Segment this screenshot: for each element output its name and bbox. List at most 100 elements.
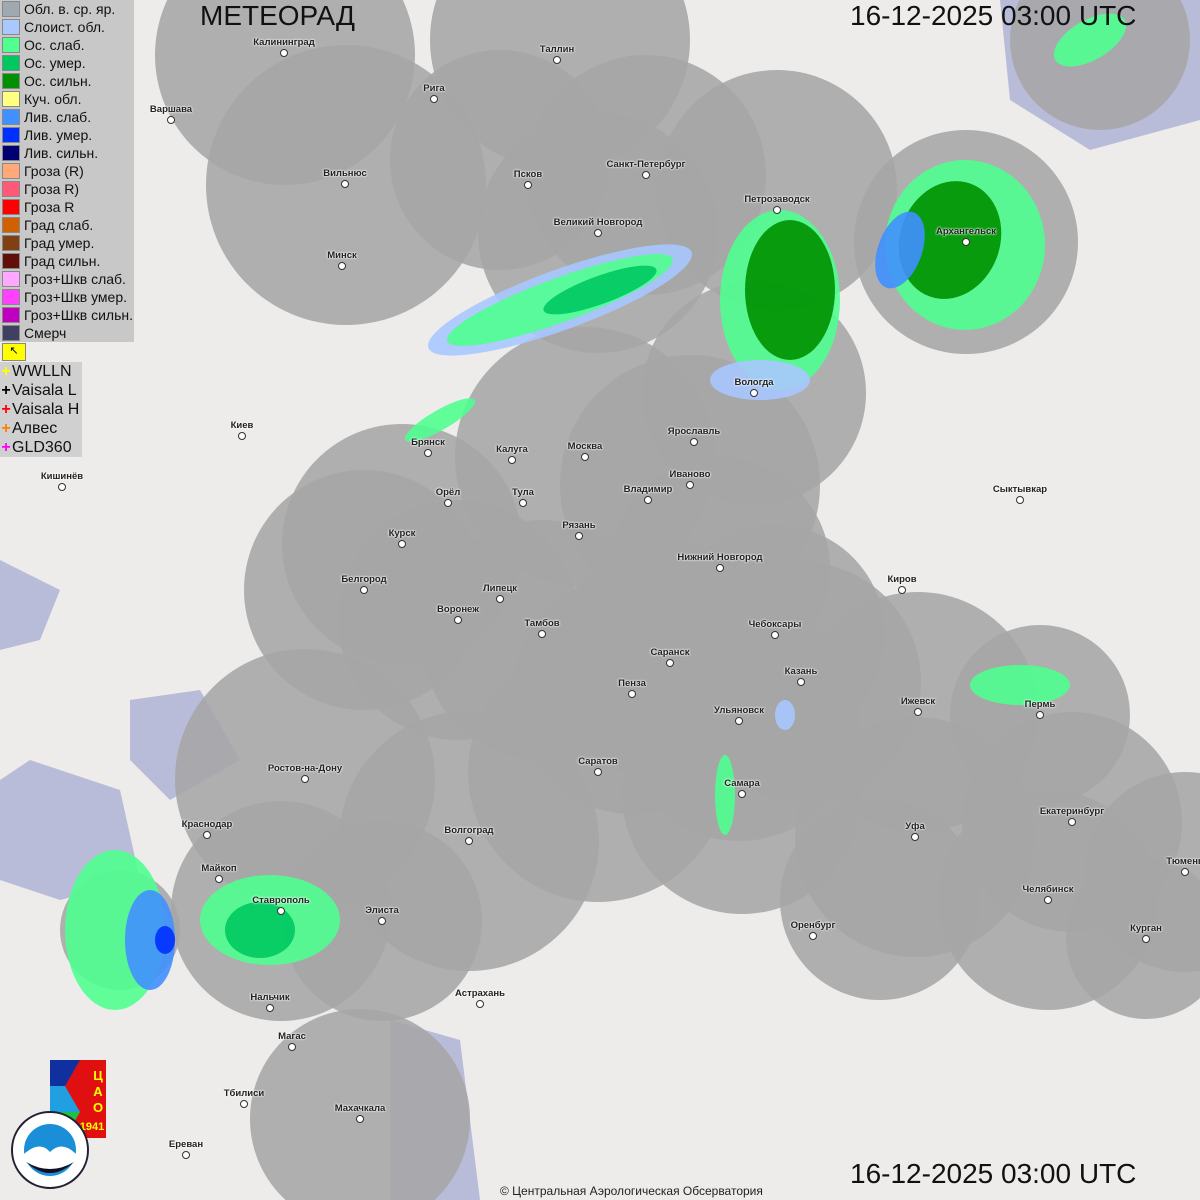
- legend-item: Гроз+Шкв умер.: [0, 288, 134, 306]
- precip-echo: [405, 398, 475, 442]
- city-label: Брянск: [411, 437, 445, 448]
- city-label: Саратов: [578, 756, 618, 767]
- city-label: Минск: [327, 250, 357, 261]
- city-marker: [628, 690, 636, 698]
- city-label: Чебоксары: [748, 619, 802, 630]
- legend-swatch: [2, 145, 20, 161]
- legend-swatch: [2, 199, 20, 215]
- radar-circle: [780, 800, 980, 1000]
- legend-label: Лив. слаб.: [24, 109, 92, 125]
- city-marker: [594, 768, 602, 776]
- lightning-label: Vaisala H: [12, 400, 80, 418]
- cross-icon: +: [1, 400, 11, 418]
- city-label: Саранск: [650, 647, 690, 658]
- precip-echo: [710, 360, 810, 400]
- legend-label: Слоист. обл.: [24, 19, 105, 35]
- city-label: Вильнюс: [323, 168, 367, 179]
- legend-swatch: [2, 109, 20, 125]
- legend-label: Гроз+Шкв слаб.: [24, 271, 126, 287]
- legend-item: Град сильн.: [0, 252, 134, 270]
- precip-echo: [715, 755, 735, 835]
- precip-echo: [970, 665, 1070, 705]
- city-label: Калининград: [253, 37, 315, 48]
- city-marker: [301, 775, 309, 783]
- precip-echo: [1053, 13, 1127, 67]
- legend-item: Град слаб.: [0, 216, 134, 234]
- legend-item: Куч. обл.: [0, 90, 134, 108]
- city-marker: [444, 499, 452, 507]
- legend-swatch: [2, 127, 20, 143]
- legend-swatch: [2, 181, 20, 197]
- legend-item: Град умер.: [0, 234, 134, 252]
- city-marker: [182, 1151, 190, 1159]
- city-label: Самара: [724, 778, 760, 789]
- city-label: Вологда: [734, 377, 774, 388]
- city-label: Пенза: [618, 678, 646, 689]
- legend-label: Гроза R): [24, 181, 80, 197]
- city-label: Нижний Новгород: [677, 552, 763, 563]
- city-label: Ижевск: [900, 696, 936, 707]
- radar-circle: [1010, 0, 1190, 130]
- city-label: Рязань: [562, 520, 596, 531]
- city-label: Санкт-Петербург: [606, 159, 686, 170]
- city-marker: [575, 532, 583, 540]
- city-label: Липецк: [482, 583, 518, 594]
- precip-echo: [875, 211, 925, 289]
- city-label: Варшава: [149, 104, 193, 115]
- lightning-item: + Vaisala H: [0, 400, 82, 419]
- city-marker: [58, 483, 66, 491]
- legend-label: Град умер.: [24, 235, 95, 251]
- cross-icon: +: [1, 419, 11, 437]
- legend-toggle-button[interactable]: ↖: [2, 343, 26, 361]
- page-title: МЕТЕОРАД: [200, 0, 355, 31]
- city-marker: [642, 171, 650, 179]
- city-marker: [914, 708, 922, 716]
- legend-item: Ос. сильн.: [0, 72, 134, 90]
- radar-circle: [657, 70, 897, 310]
- city-label: Белгород: [341, 574, 387, 585]
- city-label: Кишинёв: [40, 471, 84, 482]
- city-marker: [508, 456, 516, 464]
- lightning-label: Vaisala L: [12, 381, 77, 399]
- city-marker: [1016, 496, 1024, 504]
- city-label: Волгоград: [444, 825, 494, 836]
- city-marker: [1068, 818, 1076, 826]
- lightning-item: + Алвес: [0, 419, 82, 438]
- city-marker: [797, 678, 805, 686]
- city-label: Псков: [513, 169, 543, 180]
- legend-item: Гроза R: [0, 198, 134, 216]
- lightning-item: + Vaisala L: [0, 381, 82, 400]
- legend-item: Лив. слаб.: [0, 108, 134, 126]
- legend-label: Гроз+Шкв сильн.: [24, 307, 133, 323]
- city-label: Майкоп: [201, 863, 237, 874]
- city-label: Тюмень: [1166, 856, 1200, 867]
- city-marker: [378, 917, 386, 925]
- city-label: Пермь: [1024, 699, 1056, 710]
- city-label: Тамбов: [524, 618, 560, 629]
- legend-item: Гроза R): [0, 180, 134, 198]
- city-label: Тбилиси: [223, 1088, 265, 1099]
- legend-item: Гроза (R): [0, 162, 134, 180]
- legend-label: Гроза (R): [24, 163, 84, 179]
- city-label: Астрахань: [455, 988, 505, 999]
- lightning-label: GLD360: [12, 438, 72, 456]
- city-marker: [519, 499, 527, 507]
- city-label: Элиста: [365, 905, 399, 916]
- city-marker: [338, 262, 346, 270]
- legend-item: Ос. умер.: [0, 54, 134, 72]
- legend-label: Ос. сильн.: [24, 73, 92, 89]
- svg-text:1941: 1941: [80, 1121, 104, 1133]
- city-marker: [288, 1043, 296, 1051]
- city-marker: [750, 389, 758, 397]
- city-marker: [686, 481, 694, 489]
- city-marker: [666, 659, 674, 667]
- city-marker: [1142, 935, 1150, 943]
- city-marker: [594, 229, 602, 237]
- city-marker: [238, 432, 246, 440]
- city-marker: [430, 95, 438, 103]
- cross-icon: +: [1, 438, 11, 456]
- legend-swatch: [2, 73, 20, 89]
- datetime-top: 16-12-2025 03:00 UTC: [850, 0, 1137, 31]
- legend-item: Лив. умер.: [0, 126, 134, 144]
